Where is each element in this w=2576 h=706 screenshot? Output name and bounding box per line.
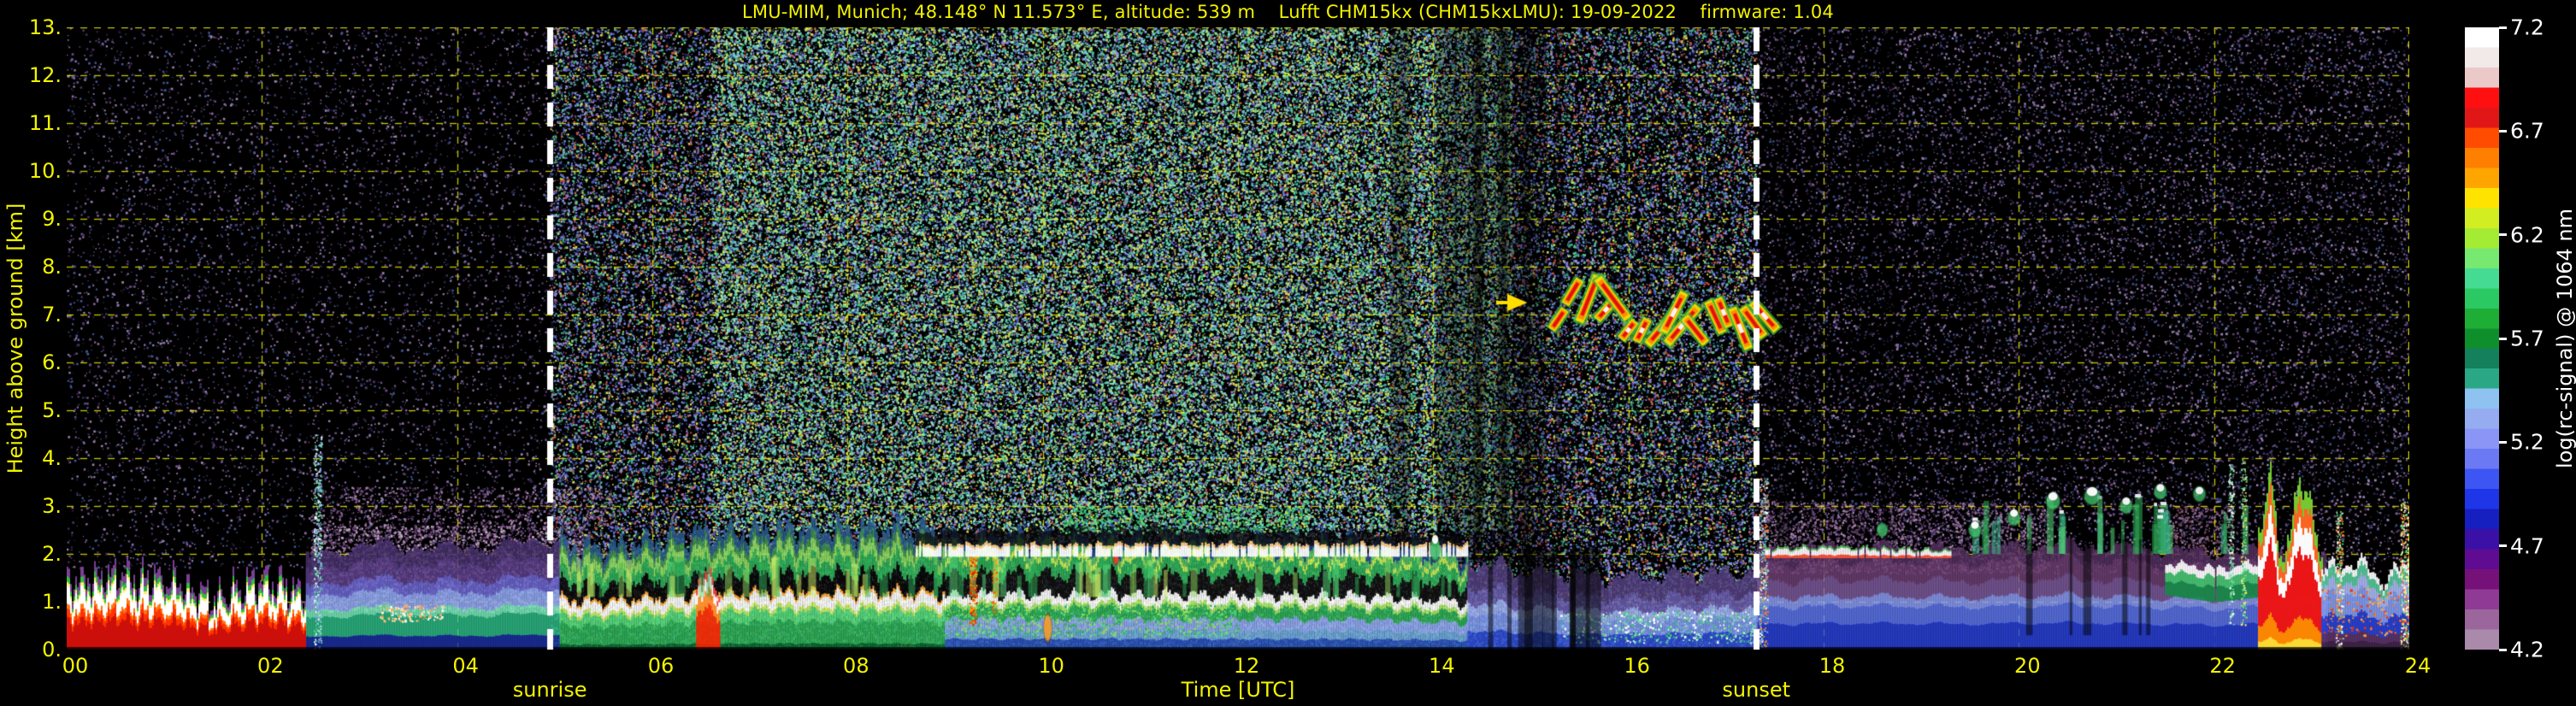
y-tick-label: 7. bbox=[42, 303, 62, 327]
x-tick-label: 20 bbox=[2014, 654, 2041, 678]
x-tick-label: 14 bbox=[1429, 654, 1455, 678]
y-tick-label: 13. bbox=[28, 15, 62, 39]
colorbar-tick-label: 5.2 bbox=[2510, 429, 2544, 455]
colorbar bbox=[2465, 27, 2499, 650]
x-tick-label: 04 bbox=[452, 654, 479, 678]
y-tick-label: 5. bbox=[42, 398, 62, 422]
heatmap-canvas bbox=[67, 27, 2409, 650]
x-tick-label: 22 bbox=[2209, 654, 2236, 678]
y-tick-label: 8. bbox=[42, 255, 62, 279]
x-tick-label: 24 bbox=[2404, 654, 2432, 678]
y-tick-label: 11. bbox=[28, 111, 62, 135]
y-tick-label: 3. bbox=[42, 494, 62, 518]
colorbar-tick-mark bbox=[2499, 440, 2507, 444]
x-axis-label: Time [UTC] bbox=[1181, 678, 1295, 702]
y-tick-label: 0. bbox=[42, 638, 62, 662]
colorbar-tick-mark bbox=[2499, 544, 2507, 548]
chart-title: LMU-MIM, Munich; 48.148° N 11.573° E, al… bbox=[742, 2, 1834, 22]
colorbar-tick-mark bbox=[2499, 26, 2507, 29]
x-tick-label: 18 bbox=[1819, 654, 1846, 678]
y-tick-label: 6. bbox=[42, 350, 62, 374]
colorbar-tick-mark bbox=[2499, 337, 2507, 340]
y-tick-label: 12. bbox=[28, 63, 62, 87]
sunrise-annotation-label: sunrise bbox=[512, 678, 587, 702]
x-tick-label: 16 bbox=[1624, 654, 1650, 678]
colorbar-tick-mark bbox=[2499, 233, 2507, 237]
colorbar-tick-label: 4.7 bbox=[2510, 533, 2544, 559]
x-tick-label: 06 bbox=[647, 654, 675, 678]
x-tick-label: 10 bbox=[1038, 654, 1064, 678]
x-tick-label: 12 bbox=[1233, 654, 1260, 678]
colorbar-tick-label: 4.2 bbox=[2510, 637, 2544, 662]
colorbar-tick-label: 5.7 bbox=[2510, 326, 2544, 351]
sunset-annotation-label: sunset bbox=[1722, 678, 1791, 702]
colorbar-axis-label: log(rc-signal) @ 1064 nm bbox=[2553, 208, 2576, 469]
colorbar-tick-mark bbox=[2499, 129, 2507, 132]
y-tick-label: 10. bbox=[28, 159, 62, 183]
x-tick-label: 08 bbox=[843, 654, 869, 678]
colorbar-tick-label: 7.2 bbox=[2510, 15, 2544, 40]
y-tick-label: 4. bbox=[42, 446, 62, 470]
colorbar-tick-mark bbox=[2499, 648, 2507, 651]
x-tick-label: 02 bbox=[257, 654, 284, 678]
y-tick-label: 9. bbox=[42, 207, 62, 231]
x-tick-label: 00 bbox=[62, 654, 89, 678]
y-tick-label: 2. bbox=[42, 542, 62, 566]
y-tick-label: 1. bbox=[42, 590, 62, 614]
colorbar-tick-label: 6.2 bbox=[2510, 222, 2544, 248]
colorbar-tick-label: 6.7 bbox=[2510, 118, 2544, 144]
